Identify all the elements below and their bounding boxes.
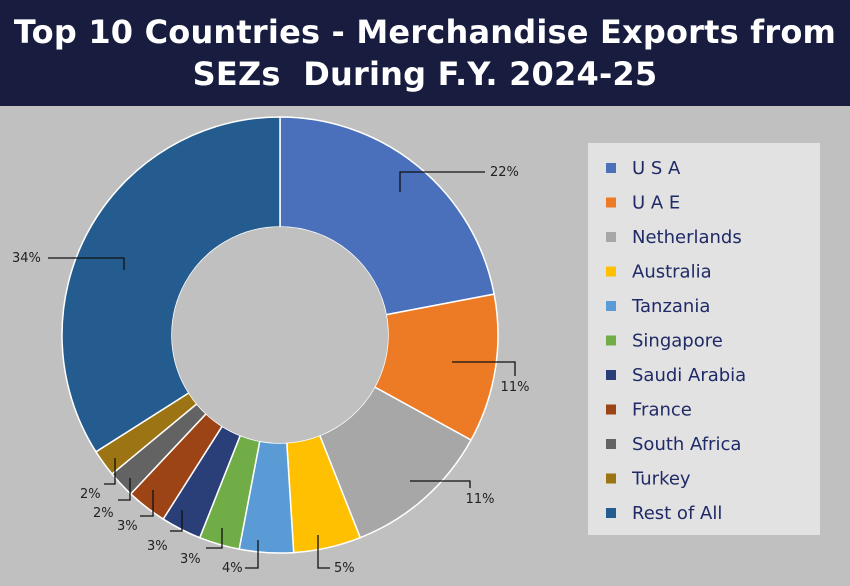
leader-line-rest-of-all (48, 257, 125, 270)
legend-label-tanzania: Tanzania (631, 296, 710, 317)
value-label-rest-of-all: 34% (12, 251, 41, 266)
legend-swatch-tanzania (606, 301, 616, 311)
legend-swatch-rest-of-all (606, 508, 616, 518)
legend-label-singapore: Singapore (632, 331, 723, 352)
value-label-turkey: 2% (80, 487, 101, 502)
legend-swatch-south-africa (606, 439, 616, 449)
legend-label-u-s-a: U S A (632, 158, 681, 179)
leader-line-australia (317, 535, 330, 569)
value-label-saudi-arabia: 3% (147, 539, 168, 554)
legend-label-netherlands: Netherlands (632, 227, 742, 248)
legend-swatch-australia (606, 266, 616, 277)
value-label-netherlands: 11% (466, 492, 495, 507)
leader-line-netherlands (410, 480, 471, 488)
legend-box (588, 143, 820, 535)
leader-line-tanzania (245, 540, 259, 569)
legend-label-saudi-arabia: Saudi Arabia (632, 365, 746, 386)
leader-line-south-africa (118, 478, 131, 501)
leader-line-saudi-arabia (170, 510, 183, 532)
leader-line-france (140, 490, 154, 517)
legend-label-u-a-e: U A E (632, 193, 680, 214)
legend-label-australia: Australia (632, 262, 712, 283)
leader-line-turkey (104, 458, 116, 485)
value-label-singapore: 3% (180, 552, 201, 567)
value-label-south-africa: 2% (93, 506, 114, 521)
leader-lines-group (48, 171, 516, 569)
leader-line-singapore (206, 528, 223, 549)
leader-line-u-a-e (452, 361, 516, 376)
legend-swatch-singapore (606, 335, 616, 346)
legend: U S A U A E Netherlands Australia Tanzania Si… (606, 158, 746, 524)
chart-title-line-1: Top 10 Countries - Merchandise Exports f… (13, 13, 837, 51)
value-label-u-s-a: 22% (490, 165, 519, 180)
legend-swatch-france (606, 404, 616, 415)
donut-hole (172, 227, 388, 443)
legend-label-south-africa: South Africa (632, 434, 741, 455)
legend-label-turkey: Turkey (631, 469, 691, 490)
legend-swatch-netherlands (606, 232, 616, 242)
legend-swatch-u-a-e (606, 197, 616, 208)
chart-title-line-2: SEZs During F.Y. 2024-25 (192, 55, 658, 93)
title-banner: Top 10 Countries - Merchandise Exports f… (0, 0, 850, 106)
slices-group (61, 116, 499, 554)
legend-swatch-u-s-a (606, 163, 616, 173)
value-label-australia: 5% (334, 561, 355, 576)
value-label-france: 3% (117, 519, 138, 534)
value-labels-group: 22%11%11%5%4%3%3%3%2%2%34% (12, 165, 529, 576)
legend-label-france: France (632, 400, 692, 421)
legend-label-rest-of-all: Rest of All (632, 503, 722, 524)
value-label-u-a-e: 11% (501, 380, 530, 395)
legend-swatch-saudi-arabia (606, 370, 616, 380)
legend-swatch-turkey (606, 473, 616, 484)
value-label-tanzania: 4% (222, 561, 243, 576)
leader-line-u-s-a (399, 171, 485, 192)
